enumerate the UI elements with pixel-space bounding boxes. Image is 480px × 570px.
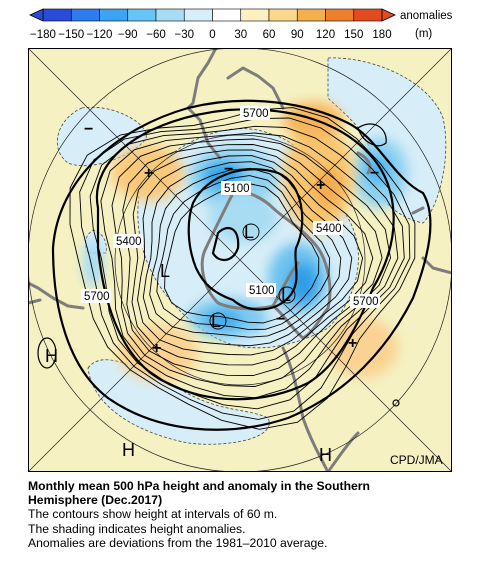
contour-label: 5400 [316, 223, 342, 235]
contour-label: 5100 [249, 285, 275, 297]
color-scale-cell [212, 8, 242, 22]
color-scale-tick-label: −90 [118, 29, 138, 41]
low-marker: L [281, 285, 291, 305]
high-marker: H [319, 445, 332, 465]
color-scale-cell [240, 8, 270, 22]
low-marker: L [160, 261, 170, 281]
color-scale-cell [42, 8, 72, 22]
color-scale-ticks: −180 −150 −120 −90 −60 −30 0 30 60 90 120 150 180 [30, 29, 392, 41]
contour-label: 5700 [84, 291, 110, 303]
positive-sign: + [152, 340, 161, 357]
graticule [28, 48, 452, 472]
color-scale-tick-label: −30 [174, 29, 194, 41]
color-scale-cells [42, 8, 383, 22]
height-contour [164, 183, 320, 324]
contour-label-group: 5700 5100 5400 5400 5100 5700 5700 [81, 106, 380, 308]
high-marker: H [122, 440, 135, 460]
scale-left-arrow [29, 8, 44, 22]
scale-right-arrow [381, 8, 396, 22]
color-scale-cell [127, 8, 157, 22]
low-marker: L [211, 311, 221, 331]
color-scale-cell [70, 8, 100, 22]
height-contour [137, 155, 364, 356]
color-scale-tick-label: −180 [30, 29, 56, 41]
caption-shading-note: The shading indicates height anomalies. [28, 521, 246, 536]
high-marker: H [45, 346, 58, 366]
scale-unit: (m) [415, 28, 432, 40]
color-scale-tick-label: 90 [291, 29, 304, 41]
height-contour [111, 138, 391, 387]
color-scale-tick-label: 0 [209, 29, 215, 41]
color-scale-cell [296, 8, 326, 22]
color-scale-cell [268, 8, 298, 22]
positive-sign: + [348, 335, 357, 352]
negative-sign: − [370, 165, 379, 182]
low-centre-circles [209, 223, 296, 330]
map-frame [28, 48, 452, 472]
height-contour [100, 132, 399, 399]
color-scale-cell [99, 8, 129, 22]
color-scale-tick-label: −120 [87, 29, 113, 41]
map-credit: CPD/JMA [390, 453, 443, 467]
height-contour [142, 161, 353, 347]
anomaly-color-scale: −180 −150 −120 −90 −60 −30 0 30 60 90 120 150 180 an… [29, 8, 453, 41]
positive-sign: + [316, 177, 325, 194]
color-scale-tick-label: −150 [58, 29, 84, 41]
anomaly-sign-group: − − − − + + + + [84, 121, 379, 357]
caption-title-line-2: Hemisphere (Dec.2017) [28, 493, 163, 508]
positive-sign: + [144, 165, 153, 182]
color-scale-tick-label: 150 [344, 29, 363, 41]
caption-anomaly-note: Anomalies are deviations from the 1981–2… [28, 535, 328, 550]
caption-contour-note: The contours show height at intervals of… [28, 507, 278, 522]
height-contour [156, 175, 331, 330]
minor-closed-contours [37, 123, 400, 407]
height-contour [122, 144, 383, 376]
low-marker: L [244, 222, 254, 242]
color-scale-tick-label: 30 [234, 29, 247, 41]
color-scale-tick-label: −60 [146, 29, 166, 41]
contour-label: 5700 [353, 296, 379, 308]
pressure-centre-markers: H H H L L L L L [45, 222, 332, 465]
figure-caption: Monthly mean 500 hPa height and anomaly … [28, 479, 468, 550]
color-scale-cell [325, 8, 355, 22]
height-contour [131, 149, 374, 366]
height-contour [79, 117, 411, 420]
contour-label: 5400 [116, 236, 142, 248]
polar-stereographic-map: 5700 5100 5400 5400 5100 5700 5700 H H H… [28, 48, 452, 472]
coastlines [28, 48, 452, 472]
color-scale-tick-label: 60 [263, 29, 276, 41]
height-contour [149, 167, 342, 338]
contour-label: 5100 [224, 183, 250, 195]
color-scale-cell [155, 8, 185, 22]
contour-label: 5700 [243, 108, 269, 120]
negative-sign: − [84, 121, 93, 138]
color-scale-tick-label: 180 [372, 29, 391, 41]
color-scale-tick-label: 120 [316, 29, 335, 41]
labelled-contours [51, 99, 432, 431]
caption-title-line-1: Monthly mean 500 hPa height and anomaly … [28, 479, 370, 493]
scale-unit-label: anomalies [400, 10, 453, 22]
negative-sign: − [224, 161, 233, 178]
color-scale-cell [353, 8, 383, 22]
color-scale-cell [183, 8, 213, 22]
negative-sign: − [276, 311, 285, 328]
